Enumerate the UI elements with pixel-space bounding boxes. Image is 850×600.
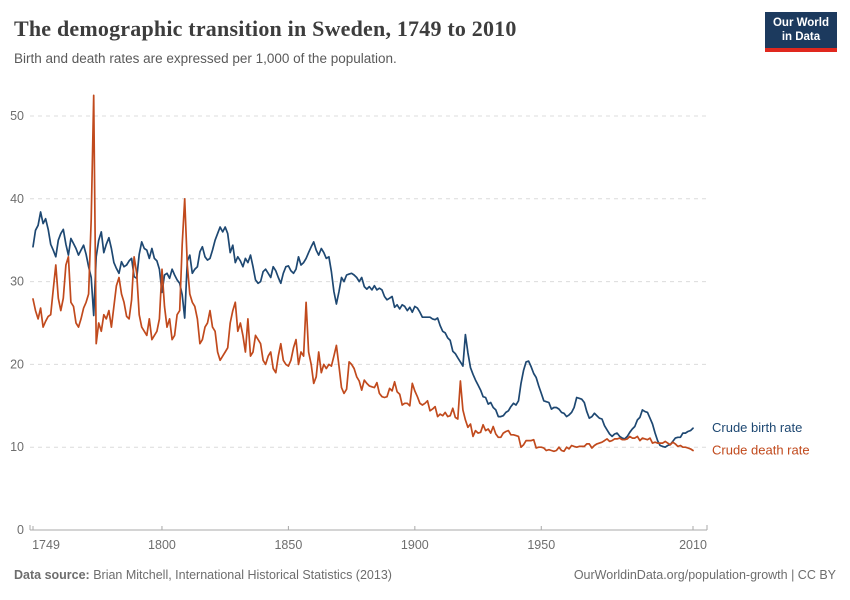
chart-footer: Data source: Brian Mitchell, Internation…: [14, 568, 836, 582]
page-subtitle: Birth and death rates are expressed per …: [14, 51, 397, 66]
x-tick-label: 1950: [527, 538, 555, 552]
y-tick-label: 30: [10, 275, 24, 289]
data-source-label: Data source:: [14, 568, 90, 582]
y-tick-label: 20: [10, 357, 24, 371]
y-tick-label: 40: [10, 192, 24, 206]
y-tick-label: 0: [17, 523, 24, 537]
page-title: The demographic transition in Sweden, 17…: [14, 16, 517, 41]
crude-death-rate-line[interactable]: [32, 94, 694, 453]
x-tick-label: 1800: [148, 538, 176, 552]
x-tick-label: 2010: [679, 538, 707, 552]
owid-logo-line1: Our World: [772, 17, 829, 29]
owid-logo[interactable]: Our World in Data: [764, 12, 837, 52]
crude-birth-rate-label[interactable]: Crude birth rate: [712, 420, 802, 435]
y-tick-label: 10: [10, 440, 24, 454]
crude-birth-rate-line[interactable]: [32, 211, 694, 449]
credit-note[interactable]: OurWorldinData.org/population-growth | C…: [573, 568, 836, 582]
owid-logo-line2: in Data: [781, 30, 821, 43]
data-source-text: Brian Mitchell, International Historical…: [89, 568, 392, 582]
x-tick-label: 1900: [401, 538, 429, 552]
y-tick-label: 50: [10, 109, 24, 123]
x-tick-label: 1749: [32, 538, 60, 552]
crude-death-rate-label[interactable]: Crude death rate: [712, 443, 810, 458]
data-source-note: Data source: Brian Mitchell, Internation…: [14, 568, 392, 582]
x-tick-label: 1850: [274, 538, 302, 552]
